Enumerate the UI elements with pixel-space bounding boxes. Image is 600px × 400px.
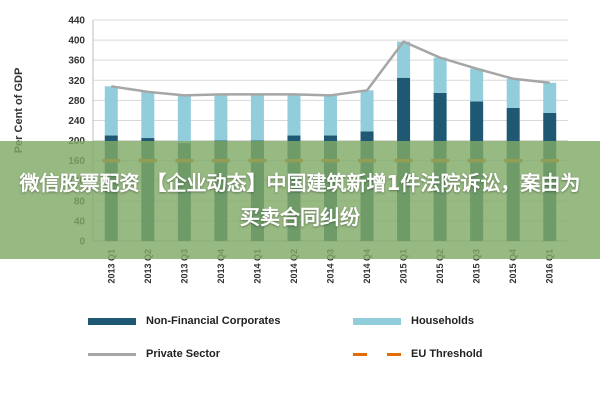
x-tick-label: 2014 Q1: [252, 249, 262, 284]
y-tick-label: 240: [68, 116, 85, 127]
x-tick-label: 2015 Q3: [472, 249, 482, 284]
x-tick-label: 2014 Q4: [362, 249, 372, 284]
x-tick-label: 2014 Q2: [289, 249, 299, 284]
bar-households: [397, 41, 411, 78]
bar-households: [506, 78, 520, 108]
private-sector-line-path: [111, 40, 550, 97]
x-tick-label: 2013 Q2: [143, 249, 153, 284]
y-tick-label: 320: [68, 76, 85, 87]
x-tick-label: 2013 Q1: [106, 249, 116, 284]
y-axis-label: Per Cent of GDP: [13, 68, 25, 154]
x-tick-label: 2016 Q1: [545, 249, 555, 284]
bar-households: [250, 94, 264, 141]
bar-households: [324, 95, 337, 136]
x-tick-label: 2015 Q1: [399, 249, 409, 284]
bar-households: [214, 94, 228, 141]
bar-households: [287, 94, 301, 136]
x-tick-label: 2013 Q4: [216, 249, 226, 284]
private-sector-line: [111, 40, 550, 97]
bar-households: [177, 95, 191, 144]
y-tick-label: 400: [68, 36, 85, 47]
bar-households: [433, 57, 447, 93]
x-tick-label: 2015 Q4: [508, 249, 518, 284]
x-tick-label: 2015 Q2: [435, 249, 445, 284]
y-tick-label: 440: [68, 16, 85, 27]
bar-households: [360, 90, 374, 132]
y-tick-label: 280: [68, 96, 85, 107]
bar-households: [104, 86, 118, 136]
overlay-banner: 微信股票配资 【企业动态】中国建筑新增1件法院诉讼，案由为买卖合同纠纷: [0, 141, 600, 259]
x-tick-label: 2014 Q3: [326, 249, 336, 284]
bar-households: [543, 82, 557, 113]
x-tick-label: 2013 Q3: [179, 249, 189, 284]
banner-text: 微信股票配资 【企业动态】中国建筑新增1件法院诉讼，案由为买卖合同纠纷: [19, 171, 581, 229]
y-tick-label: 360: [68, 56, 85, 67]
bar-households: [141, 91, 155, 139]
bar-households: [470, 68, 484, 102]
